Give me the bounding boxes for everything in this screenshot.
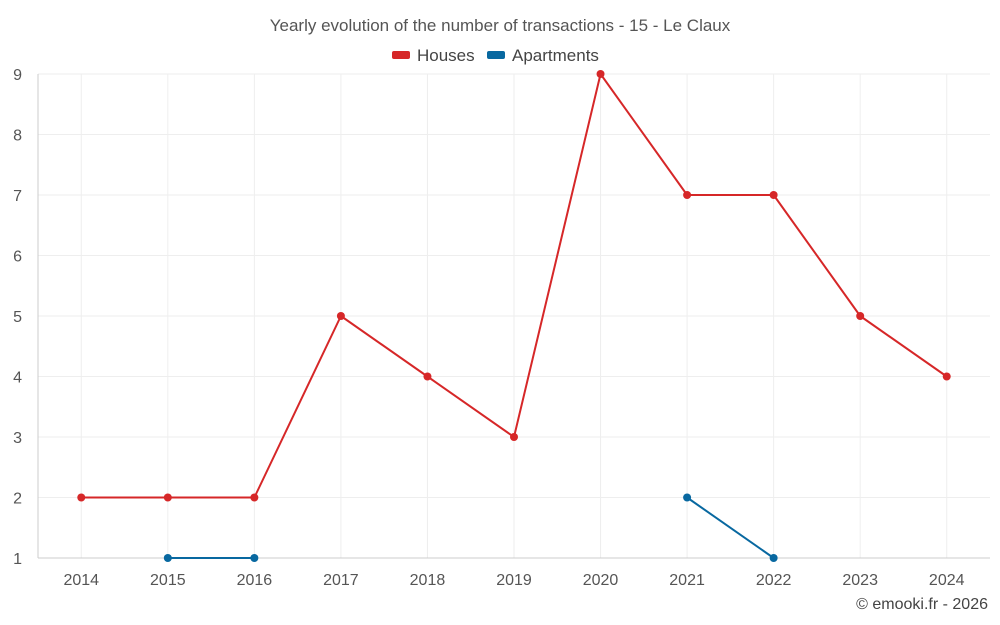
series-houses — [77, 70, 951, 502]
data-point-houses[interactable] — [942, 372, 951, 381]
y-tick-label: 2 — [13, 491, 22, 508]
data-point-houses[interactable] — [856, 312, 865, 320]
axes: 1 2 3 4 5 6 7 8 9 2014 2015 2016 2017 2018 2019 2020 202… — [13, 67, 990, 589]
x-tick-label: 2023 — [842, 572, 878, 589]
x-tick-label: 2018 — [410, 572, 446, 589]
data-point-houses[interactable] — [423, 372, 432, 381]
y-tick-label: 9 — [13, 67, 22, 84]
chart-title: Yearly evolution of the number of transa… — [270, 16, 731, 35]
y-tick-label: 6 — [13, 249, 22, 266]
x-tick-label: 2016 — [237, 572, 273, 589]
y-tick-label: 7 — [13, 188, 22, 205]
x-tick-label: 2021 — [669, 572, 705, 589]
data-point-houses[interactable] — [683, 191, 692, 199]
x-tick-label: 2022 — [756, 572, 792, 589]
series-line-apartments — [686, 496, 775, 559]
series — [77, 70, 951, 562]
series-apartments — [163, 493, 778, 562]
legend-label-apartments: Apartments — [512, 46, 599, 65]
data-point-houses[interactable] — [336, 312, 345, 320]
x-tick-label: 2020 — [583, 572, 619, 589]
x-tick-label: 2017 — [323, 572, 359, 589]
x-tick-label: 2015 — [150, 572, 186, 589]
x-tick-label: 2019 — [496, 572, 532, 589]
data-point-apartments[interactable] — [683, 493, 692, 502]
data-point-apartments[interactable] — [250, 554, 259, 562]
y-tick-label: 5 — [13, 309, 22, 326]
x-tick-label: 2014 — [63, 572, 99, 589]
y-tick-label: 3 — [13, 430, 22, 447]
legend-item-apartments[interactable]: Apartments — [487, 46, 599, 65]
data-point-houses[interactable] — [77, 493, 86, 502]
credit-text: © emooki.fr - 2026 — [856, 596, 988, 613]
y-tick-label: 4 — [13, 370, 22, 387]
legend-item-houses[interactable]: Houses — [392, 46, 475, 65]
legend-swatch-apartments — [487, 51, 505, 59]
data-point-apartments[interactable] — [769, 554, 778, 562]
y-tick-label: 1 — [13, 551, 22, 568]
grid — [38, 73, 990, 559]
legend-swatch-houses — [392, 51, 410, 59]
legend: Houses Apartments — [392, 46, 599, 65]
data-point-houses[interactable] — [510, 433, 518, 441]
data-point-houses[interactable] — [250, 493, 259, 502]
data-point-houses[interactable] — [163, 493, 172, 502]
legend-label-houses: Houses — [417, 46, 475, 65]
data-point-apartments[interactable] — [163, 554, 172, 562]
x-tick-label: 2024 — [929, 572, 965, 589]
data-point-houses[interactable] — [596, 70, 605, 78]
y-tick-label: 8 — [13, 128, 22, 145]
data-point-houses[interactable] — [769, 191, 778, 199]
